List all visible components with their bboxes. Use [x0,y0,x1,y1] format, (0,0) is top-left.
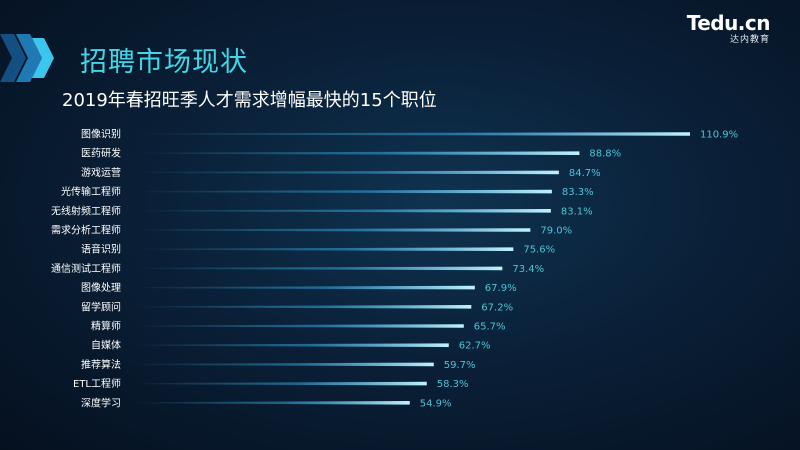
category-label: 光传输工程师 [61,185,121,198]
bar [135,170,559,175]
value-label: 54.9% [420,398,452,409]
category-label: 图像处理 [81,282,121,294]
bar [135,305,472,309]
value-label: 59.7% [444,360,476,371]
category-label: 推荐算法 [81,358,121,371]
bar [135,189,552,194]
bar [135,343,449,347]
category-label: 精算师 [91,320,121,333]
value-label: 67.2% [481,302,513,313]
bars-group: 图像识别 110.9% 医药研发 88.8% 游戏运营 84.7% 光传输工程师 83.3% 无… [51,129,738,410]
category-label: 留学顾问 [81,300,121,313]
value-label: 83.3% [562,187,594,198]
category-label: 无线射频工程师 [51,204,121,217]
category-label: 语音识别 [81,243,121,256]
bar [135,362,434,367]
category-label: 深度学习 [81,396,121,409]
value-label: 62.7% [459,341,491,352]
brand-logo: Tedu.cn 达内教育 [686,11,771,46]
bar [135,247,514,251]
value-label: 67.9% [485,283,517,294]
value-label: 65.7% [474,322,506,333]
category-label: ETL工程师 [73,377,121,390]
bar [135,266,503,271]
value-label: 58.3% [437,379,469,390]
value-label: 84.7% [569,168,601,179]
bar [135,151,580,155]
logo-subtext: 达内教育 [729,35,770,45]
category-label: 医药研发 [81,147,121,160]
value-label: 75.6% [523,245,555,256]
value-label: 110.9% [700,130,738,141]
category-label: 图像识别 [81,129,121,141]
bar [135,285,475,290]
bar [135,132,690,136]
value-label: 83.1% [561,206,593,217]
bar [135,228,531,232]
category-label: 游戏运营 [81,166,121,179]
chart-title: 2019年春招旺季人才需求增幅最快的15个职位 [62,90,437,111]
value-label: 88.8% [589,149,621,160]
category-label: 通信测试工程师 [51,262,121,275]
bar [135,401,410,405]
bar [135,209,551,213]
header-chevron-decoration [0,34,54,82]
bar [135,324,464,328]
value-label: 73.4% [512,264,544,275]
logo-text: Tedu.cn [686,11,771,35]
category-label: 需求分析工程师 [51,224,121,237]
category-label: 自媒体 [91,339,121,352]
section-title: 招聘市场现状 [80,47,248,78]
value-label: 79.0% [540,226,572,237]
bar [135,381,427,386]
